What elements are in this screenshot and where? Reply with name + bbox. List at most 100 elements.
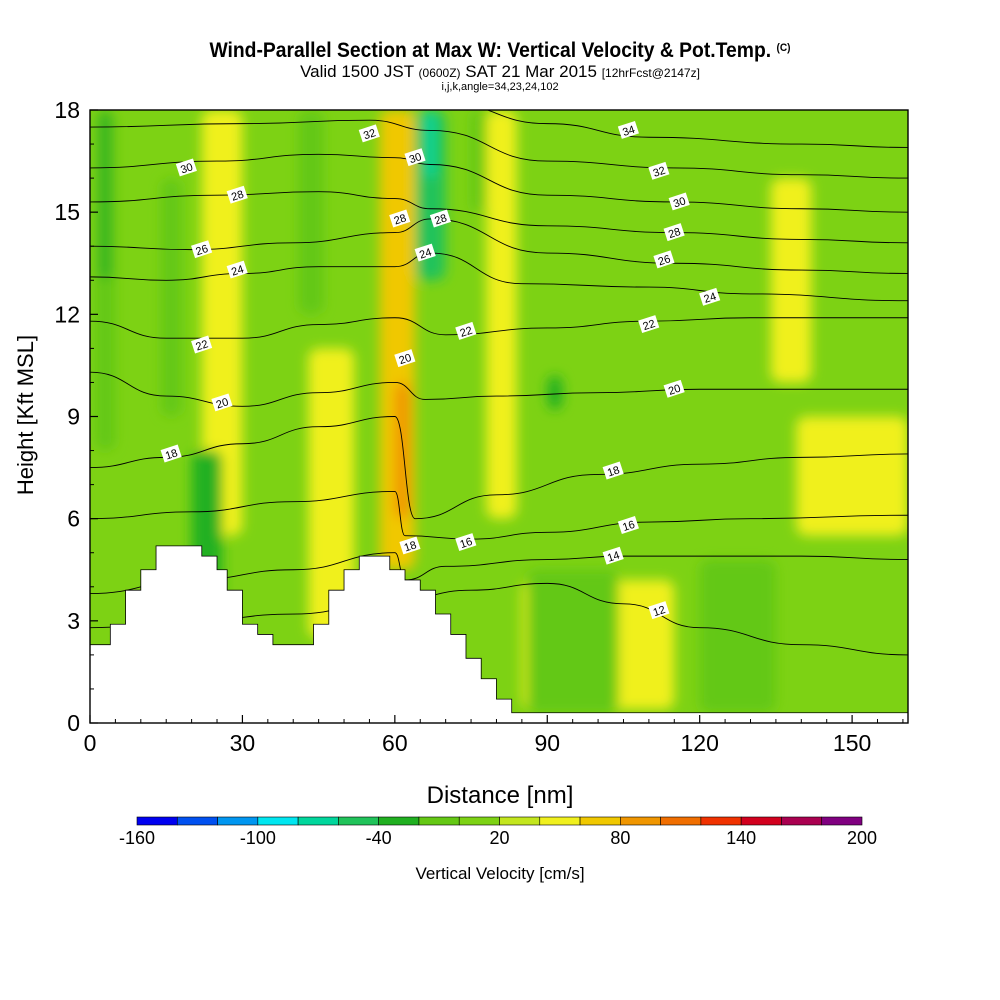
subtitle-fcst: [12hrFcst@2147z] (601, 66, 700, 80)
contour-label-text: 24 (230, 263, 245, 278)
contour-label-box (191, 335, 213, 354)
contour-label-box (617, 516, 639, 534)
updraft-band (201, 110, 243, 536)
theta-contour-line (90, 371, 908, 407)
contour-label: 22 (191, 335, 213, 354)
theta-contour-line (90, 552, 908, 595)
theta-contour-line (90, 119, 908, 179)
contour-label-text: 14 (606, 549, 621, 564)
terrain (90, 545, 908, 723)
title-block: Wind-Parallel Section at Max W: Vertical… (0, 36, 1000, 93)
contour-label-box (668, 192, 690, 211)
contour-label-box (429, 209, 451, 228)
theta-contour-line (90, 490, 908, 540)
contour-label: 20 (663, 379, 685, 398)
chart-title: Wind-Parallel Section at Max W: Vertical… (40, 36, 960, 63)
y-tick-label: 3 (67, 608, 80, 634)
x-tick-label: 30 (230, 730, 256, 756)
contour-label-text: 22 (459, 325, 474, 340)
contour-label: 28 (663, 223, 685, 242)
contour-label: 22 (638, 315, 660, 333)
contour-label: 26 (191, 240, 213, 258)
contour-label: 30 (404, 148, 426, 166)
subtitle-utc: (0600Z) (418, 66, 461, 80)
updraft-band (486, 110, 517, 519)
x-tick-label: 150 (833, 730, 871, 756)
y-tick-label: 0 (67, 710, 80, 736)
y-tick-label: 15 (54, 199, 80, 225)
colorbar-swatch (257, 816, 299, 826)
contour-label-box (175, 158, 197, 177)
x-tick-label: 0 (84, 730, 97, 756)
colorbar-tick-label: -100 (240, 828, 276, 848)
contour-label: 26 (653, 250, 675, 268)
colorbar-swatch (821, 816, 863, 826)
chart-title-text: Wind-Parallel Section at Max W: Vertical… (209, 39, 772, 62)
x-tick-label: 120 (681, 730, 719, 756)
colorbar-tick-label: 140 (726, 828, 756, 848)
contour-label-text: 20 (667, 383, 682, 398)
contour-label: 24 (414, 243, 436, 262)
contour-label-text: 18 (164, 447, 179, 462)
colorbar-swatch (539, 816, 581, 826)
contour-label: 28 (429, 209, 451, 228)
colorbar-swatch (378, 816, 420, 826)
contour-label-text: 18 (606, 464, 621, 479)
contour-label-box (602, 461, 624, 480)
contour-label-box (226, 260, 248, 279)
chart-subtitle: Valid 1500 JST (0600Z) SAT 21 Mar 2015 [… (0, 63, 1000, 82)
downdraft-band (699, 559, 776, 713)
colorbar-tick-label: -160 (119, 828, 155, 848)
x-axis-label: Distance [nm] (426, 782, 574, 809)
contour-label: 16 (455, 533, 477, 551)
theta-contour-line (486, 110, 908, 148)
contour-label-text: 30 (672, 195, 687, 210)
colorbar-swatch (297, 816, 339, 826)
colorbar-swatch (418, 816, 460, 826)
contour-label: 28 (226, 185, 248, 204)
contour-label-box (358, 124, 380, 143)
contour-label-text: 32 (362, 127, 377, 142)
contour-label-box (617, 120, 639, 139)
contour-label: 32 (648, 161, 670, 180)
contour-label-text: 22 (642, 318, 657, 333)
colorbar-swatch (176, 816, 218, 826)
y-tick-label: 6 (67, 506, 80, 532)
contour-label-text: 32 (652, 165, 667, 180)
colorbar-tick-label: -40 (366, 828, 392, 848)
terrain-mask (90, 545, 908, 723)
colorbar-swatch (740, 816, 782, 826)
contour-label: 18 (399, 536, 421, 554)
contour-label-text: 16 (459, 536, 474, 551)
contour-label: 28 (389, 209, 411, 228)
contour-label-text: 28 (230, 188, 245, 203)
contour-label-text: 34 (621, 124, 636, 139)
colorbar: -160 -100 -40 20 80 140 200 (119, 816, 877, 848)
contour-label-text: 18 (403, 539, 418, 554)
contour-label: 30 (668, 192, 690, 211)
downdraft-band (100, 110, 111, 281)
contour-label: 16 (617, 516, 639, 534)
y-tick-label: 9 (67, 404, 80, 430)
colorbar-swatch (458, 816, 500, 826)
theta-contour-line (90, 153, 908, 213)
contour-label-box (663, 223, 685, 242)
contour-label-text: 24 (702, 291, 717, 306)
contour-label-box (394, 349, 416, 368)
colorbar-swatch (781, 816, 823, 826)
subtitle-indices: i,j,k,angle=34,23,24,102 (441, 81, 559, 93)
contour-label-text: 28 (393, 212, 408, 227)
contour-label-text: 20 (215, 396, 230, 411)
colorbar-swatch (660, 816, 702, 826)
colorbar-swatch (620, 816, 661, 826)
colorbar-tick-label: 20 (489, 828, 509, 848)
contour-label: 18 (160, 444, 182, 463)
colorbar-tick-label: 80 (610, 828, 630, 848)
contour-label-text: 20 (398, 352, 413, 367)
contour-label-box (211, 393, 233, 412)
contour-label-box (648, 601, 670, 620)
y-axis-label: Height [Kft MSL] (13, 334, 38, 496)
downdraft-band (298, 110, 324, 315)
updraft-band (770, 178, 812, 383)
